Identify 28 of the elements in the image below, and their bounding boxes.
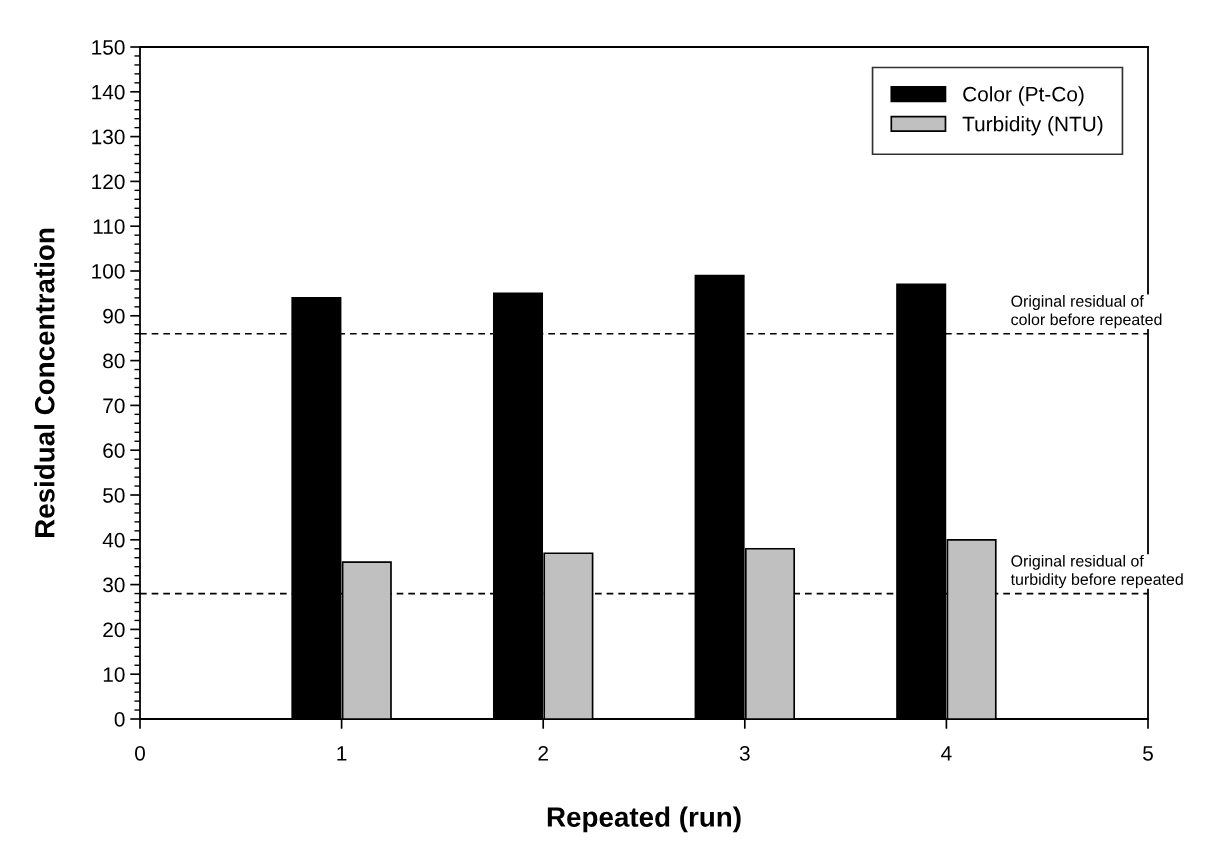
y-tick-label: 150 <box>92 40 125 55</box>
ref-line-label: Original residual of turbidity before repeated <box>1010 554 1183 589</box>
legend-label: Turbidity (NTU) <box>962 116 1103 136</box>
y-tick-label: 60 <box>103 443 125 458</box>
y-tick-label: 140 <box>92 84 125 100</box>
y-tick-label: 120 <box>92 174 125 190</box>
y-tick-label: 30 <box>103 577 125 593</box>
ref-line-label: Original residual of color before repeated <box>1011 295 1162 329</box>
y-tick-label: 130 <box>92 129 125 145</box>
y-tick-label: 90 <box>103 308 125 324</box>
x-axis-title: Repeated (run) <box>547 806 741 833</box>
y-tick-label: 20 <box>103 622 125 638</box>
x-tick-label: 4 <box>941 746 952 761</box>
y-tick-label: 70 <box>103 398 125 414</box>
y-tick-label: 110 <box>93 219 125 234</box>
x-tick-label: 0 <box>135 745 145 761</box>
y-tick-label: 40 <box>102 532 125 548</box>
y-axis-title: Residual Concentration <box>34 228 55 538</box>
y-tick-label: 10 <box>103 667 125 682</box>
y-tick-label: 0 <box>114 712 125 727</box>
y-tick-label: 80 <box>103 353 125 369</box>
x-tick-label: 3 <box>739 745 750 761</box>
legend-label: Color (Pt-Co) <box>963 86 1084 106</box>
x-tick-label: 2 <box>538 745 548 761</box>
y-tick-label: 50 <box>103 488 125 503</box>
y-tick-label: 100 <box>92 264 125 279</box>
x-tick-label: 1 <box>337 746 347 761</box>
x-tick-label: 5 <box>1143 746 1153 761</box>
